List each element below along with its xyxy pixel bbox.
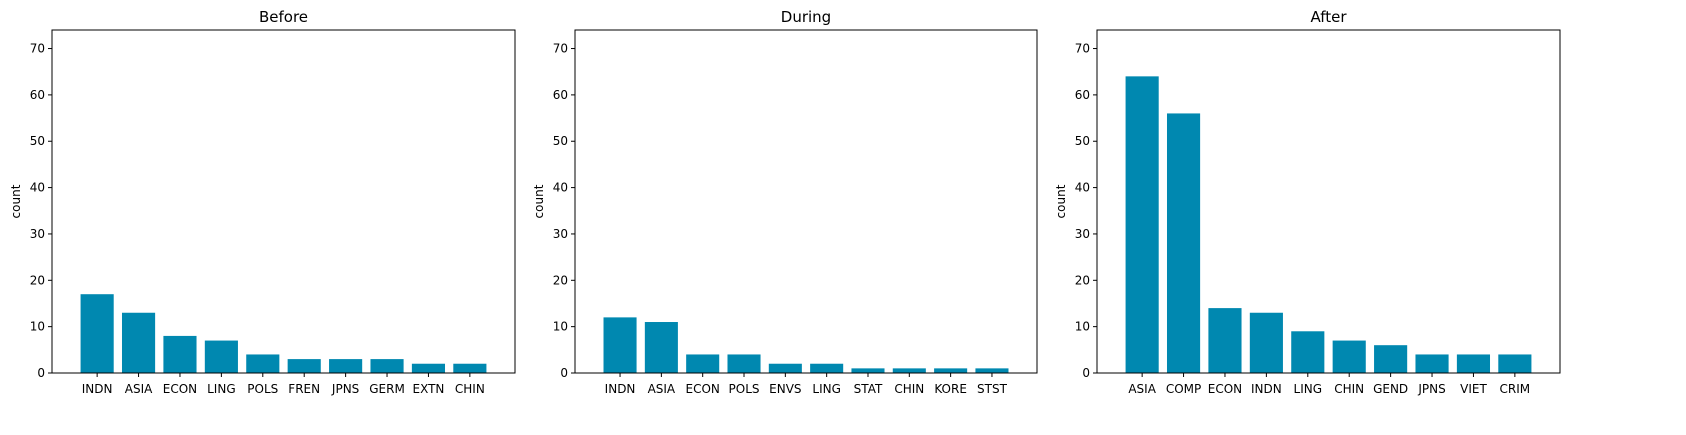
y-tick-label: 0 [37, 366, 45, 380]
chart-title: After [1310, 8, 1347, 26]
y-tick-label: 70 [553, 42, 568, 56]
bar-jpns [1415, 354, 1449, 373]
y-tick-label: 10 [1075, 320, 1090, 334]
x-tick-label: CHIN [455, 382, 485, 396]
bar-stst [975, 368, 1009, 373]
x-tick-label: LING [1294, 382, 1323, 396]
x-tick-label: JPNS [331, 382, 359, 396]
x-tick-label: CHIN [894, 382, 924, 396]
y-tick-label: 40 [1075, 181, 1090, 195]
y-tick-label: 60 [553, 88, 568, 102]
bar-ling [810, 363, 844, 373]
x-tick-label: CRIM [1500, 382, 1531, 396]
y-tick-label: 60 [30, 88, 45, 102]
y-tick-label: 40 [553, 181, 568, 195]
bar-econ [1208, 308, 1242, 373]
y-tick-label: 70 [30, 42, 45, 56]
bar-chin [1332, 340, 1366, 373]
y-tick-label: 0 [560, 366, 568, 380]
x-tick-label: JPNS [1417, 382, 1445, 396]
y-tick-label: 20 [1075, 273, 1090, 287]
y-tick-label: 30 [30, 227, 45, 241]
bar-ling [1291, 331, 1325, 373]
x-tick-label: GERM [369, 382, 405, 396]
x-tick-label: ASIA [648, 382, 676, 396]
bar-indn [1249, 312, 1283, 373]
panel-during: During count 0 10 20 30 40 50 60 70 INDN ASIA ECON… [532, 8, 1038, 396]
bar-germ [370, 359, 404, 373]
chart-title: During [781, 8, 831, 26]
y-tick-label: 50 [553, 134, 568, 148]
x-tick-label: VIET [1460, 382, 1487, 396]
y-tick-label: 0 [1082, 366, 1090, 380]
bar-asia [121, 312, 156, 373]
x-tick-label: LING [812, 382, 841, 396]
bar-chin [453, 363, 487, 373]
y-tick-label: 10 [30, 320, 45, 334]
y-tick-label: 30 [1075, 227, 1090, 241]
y-tick-label: 20 [553, 273, 568, 287]
x-tick-label: ENVS [769, 382, 801, 396]
bar-kore [934, 368, 968, 373]
x-tick-label: EXTN [412, 382, 444, 396]
y-tick-label: 70 [1075, 42, 1090, 56]
x-tick-label: STST [977, 382, 1008, 396]
bar-gend [1374, 345, 1408, 373]
bar-econ [163, 335, 197, 373]
x-tick-label: STAT [854, 382, 883, 396]
bar-asia [1125, 76, 1159, 373]
plot-frame [574, 29, 1038, 374]
x-tick-label: POLS [247, 382, 278, 396]
x-tick-label: COMP [1166, 382, 1201, 396]
plot-frame [1096, 29, 1561, 374]
panel-before: Before count 0 10 20 30 40 50 60 70 INDN ASIA ECON… [9, 8, 516, 396]
bar-indn [80, 294, 114, 373]
chart-title: Before [259, 8, 308, 26]
x-tick-label: ECON [685, 382, 719, 396]
bar-extn [411, 363, 446, 373]
y-axis-label: count [1054, 184, 1068, 218]
y-axis-label: count [532, 184, 546, 218]
bar-stat [851, 368, 885, 373]
y-tick-label: 40 [30, 181, 45, 195]
plot-frame [51, 29, 516, 374]
x-tick-label: FREN [288, 382, 320, 396]
x-tick-label: GEND [1373, 382, 1408, 396]
x-tick-label: INDN [605, 382, 636, 396]
y-tick-label: 30 [553, 227, 568, 241]
x-tick-label: ECON [163, 382, 197, 396]
x-tick-label: CHIN [1334, 382, 1364, 396]
panel-after: After count 0 10 20 30 40 50 60 70 ASIA COMP ECON I… [1054, 8, 1561, 396]
x-tick-label: KORE [934, 382, 967, 396]
bar-asia [644, 322, 678, 373]
x-tick-label: INDN [82, 382, 113, 396]
bar-ling [204, 340, 238, 373]
y-axis-label: count [9, 184, 23, 218]
bar-indn [603, 317, 637, 373]
y-tick-label: 10 [553, 320, 568, 334]
x-tick-label: INDN [1251, 382, 1282, 396]
x-tick-label: ASIA [125, 382, 153, 396]
bar-chin [892, 368, 926, 373]
bar-fren [287, 359, 321, 373]
x-tick-label: ASIA [1128, 382, 1156, 396]
y-tick-label: 60 [1075, 88, 1090, 102]
x-tick-label: POLS [729, 382, 760, 396]
bar-comp [1166, 113, 1201, 373]
y-tick-label: 50 [30, 134, 45, 148]
bar-viet [1456, 354, 1491, 373]
bar-econ [686, 354, 720, 373]
bar-envs [768, 363, 802, 373]
y-tick-label: 50 [1075, 134, 1090, 148]
bar-jpns [329, 359, 363, 373]
bar-pols [727, 354, 761, 373]
x-tick-label: LING [207, 382, 236, 396]
bar-pols [246, 354, 280, 373]
bar-crim [1498, 354, 1532, 373]
x-tick-label: ECON [1208, 382, 1242, 396]
y-tick-label: 20 [30, 273, 45, 287]
